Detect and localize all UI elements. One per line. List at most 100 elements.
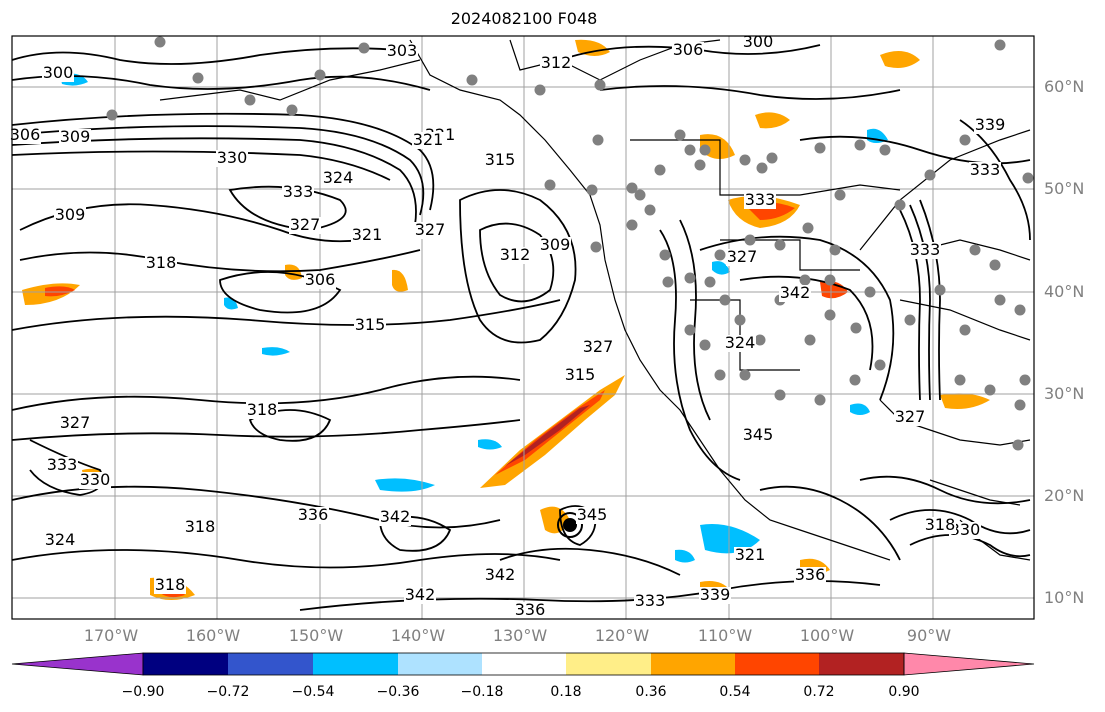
contour-label-bg	[386, 43, 418, 60]
colorbar-segment-4	[398, 653, 482, 675]
contour-label-bg	[44, 532, 76, 549]
contour-label-bg	[909, 242, 941, 259]
station-dot	[544, 179, 556, 191]
station-dot	[192, 72, 204, 84]
contour-label-bg	[304, 272, 336, 289]
contour-labels: 300 303 306 300 309 312 306 330 324 333 327 321 315 3…	[9, 32, 1006, 619]
lon-label-120w: 120°W	[594, 626, 650, 645]
contour-label-bg	[539, 237, 571, 254]
contour-label: 327	[895, 407, 926, 426]
contour-label-bg	[924, 517, 956, 534]
lon-label-170w: 170°W	[83, 626, 139, 645]
plot-frame	[11, 35, 1035, 620]
contour-label-bg	[726, 249, 758, 266]
station-dot	[834, 189, 846, 201]
station-dot	[1019, 374, 1031, 386]
station-dot	[739, 369, 751, 381]
contour-label-bg	[216, 150, 248, 167]
contour-label: 336	[515, 600, 546, 619]
station-dot	[879, 144, 891, 156]
contour-label-bg	[354, 317, 386, 334]
station-dot	[829, 244, 841, 256]
station-dot	[824, 309, 836, 321]
contour-label-bg	[154, 577, 186, 594]
colorbar-tick-label: 0.72	[803, 684, 835, 700]
contour-label: 333	[970, 160, 1001, 179]
contour-label: 321	[735, 545, 766, 564]
station-dot	[874, 359, 886, 371]
contour-label-bg	[744, 192, 776, 209]
contour-label: 318	[247, 400, 278, 419]
colorbar-segment-5	[482, 653, 566, 675]
contour-label: 318	[155, 575, 186, 594]
contour-label: 333	[745, 190, 776, 209]
contour-label: 324	[725, 333, 756, 352]
station-dot	[684, 272, 696, 284]
station-dot	[654, 164, 666, 176]
station-dot	[756, 162, 768, 174]
contour-label-bg	[79, 472, 111, 489]
colorbar-tick-label: −0.90	[121, 684, 165, 700]
station-dot	[894, 199, 906, 211]
contour-label: 306	[673, 40, 704, 59]
contour-label-bg	[634, 593, 666, 610]
contour-label: 306	[10, 125, 41, 144]
contour-label-bg	[184, 519, 216, 536]
contour-label-bg	[576, 507, 608, 524]
contour-label: 327	[583, 337, 614, 356]
station-dot	[954, 374, 966, 386]
contour-label: 315	[565, 365, 596, 384]
map-title: 2024082100 F048	[450, 9, 598, 28]
contour-label-bg	[289, 217, 321, 234]
station-dot	[714, 369, 726, 381]
contour-label-bg	[974, 117, 1006, 134]
colorbar-tick-label: −0.54	[291, 684, 335, 700]
station-dot	[969, 244, 981, 256]
contour-label: 336	[298, 505, 329, 524]
station-dot	[799, 274, 811, 286]
station-dot	[739, 154, 751, 166]
station-dot	[1014, 399, 1026, 411]
station-dot	[814, 142, 826, 154]
station-dot	[586, 184, 598, 196]
contour-label-bg	[484, 567, 516, 584]
contour-label: 321	[352, 225, 383, 244]
contour-label-bg	[499, 247, 531, 264]
colorbar-segment-7	[651, 653, 735, 675]
contour-label: 300	[43, 63, 74, 82]
contour-label: 315	[485, 150, 516, 169]
contour-label-bg	[514, 602, 546, 619]
station-dot	[774, 389, 786, 401]
station-dot	[994, 39, 1006, 51]
lon-label-110w: 110°W	[697, 626, 753, 645]
station-dot	[154, 36, 166, 48]
contour-label-bg	[564, 367, 596, 384]
station-dot	[592, 134, 604, 146]
colorbar-tick-label: 0.90	[888, 684, 920, 700]
colorbar-tick-label: 0.18	[550, 684, 582, 700]
contour-label: 336	[795, 565, 826, 584]
colorbar-high-extension	[903, 652, 1035, 676]
colorbar-frame	[142, 652, 905, 676]
contour-label: 312	[541, 53, 572, 72]
station-dot	[534, 84, 546, 96]
station-dot	[684, 144, 696, 156]
contour-label: 345	[743, 425, 774, 444]
station-markers	[106, 36, 1034, 451]
lon-label-140w: 140°W	[390, 626, 446, 645]
station-dot	[994, 294, 1006, 306]
colorbar-segment-3	[313, 653, 398, 675]
contour-label-bg	[322, 170, 354, 187]
lon-label-150w: 150°W	[288, 626, 344, 645]
contour-label: 330	[80, 470, 111, 489]
contour-label-bg	[894, 409, 926, 426]
station-dot	[694, 159, 706, 171]
contour-label-bg	[949, 522, 981, 539]
station-dot	[734, 314, 746, 326]
station-dot	[662, 276, 674, 288]
colorbar-segment-6	[566, 653, 651, 675]
lon-label-160w: 160°W	[185, 626, 241, 645]
contour-label-bg	[412, 132, 444, 149]
contour-label: 321	[413, 130, 444, 149]
colorbar-segment-2	[228, 653, 313, 675]
